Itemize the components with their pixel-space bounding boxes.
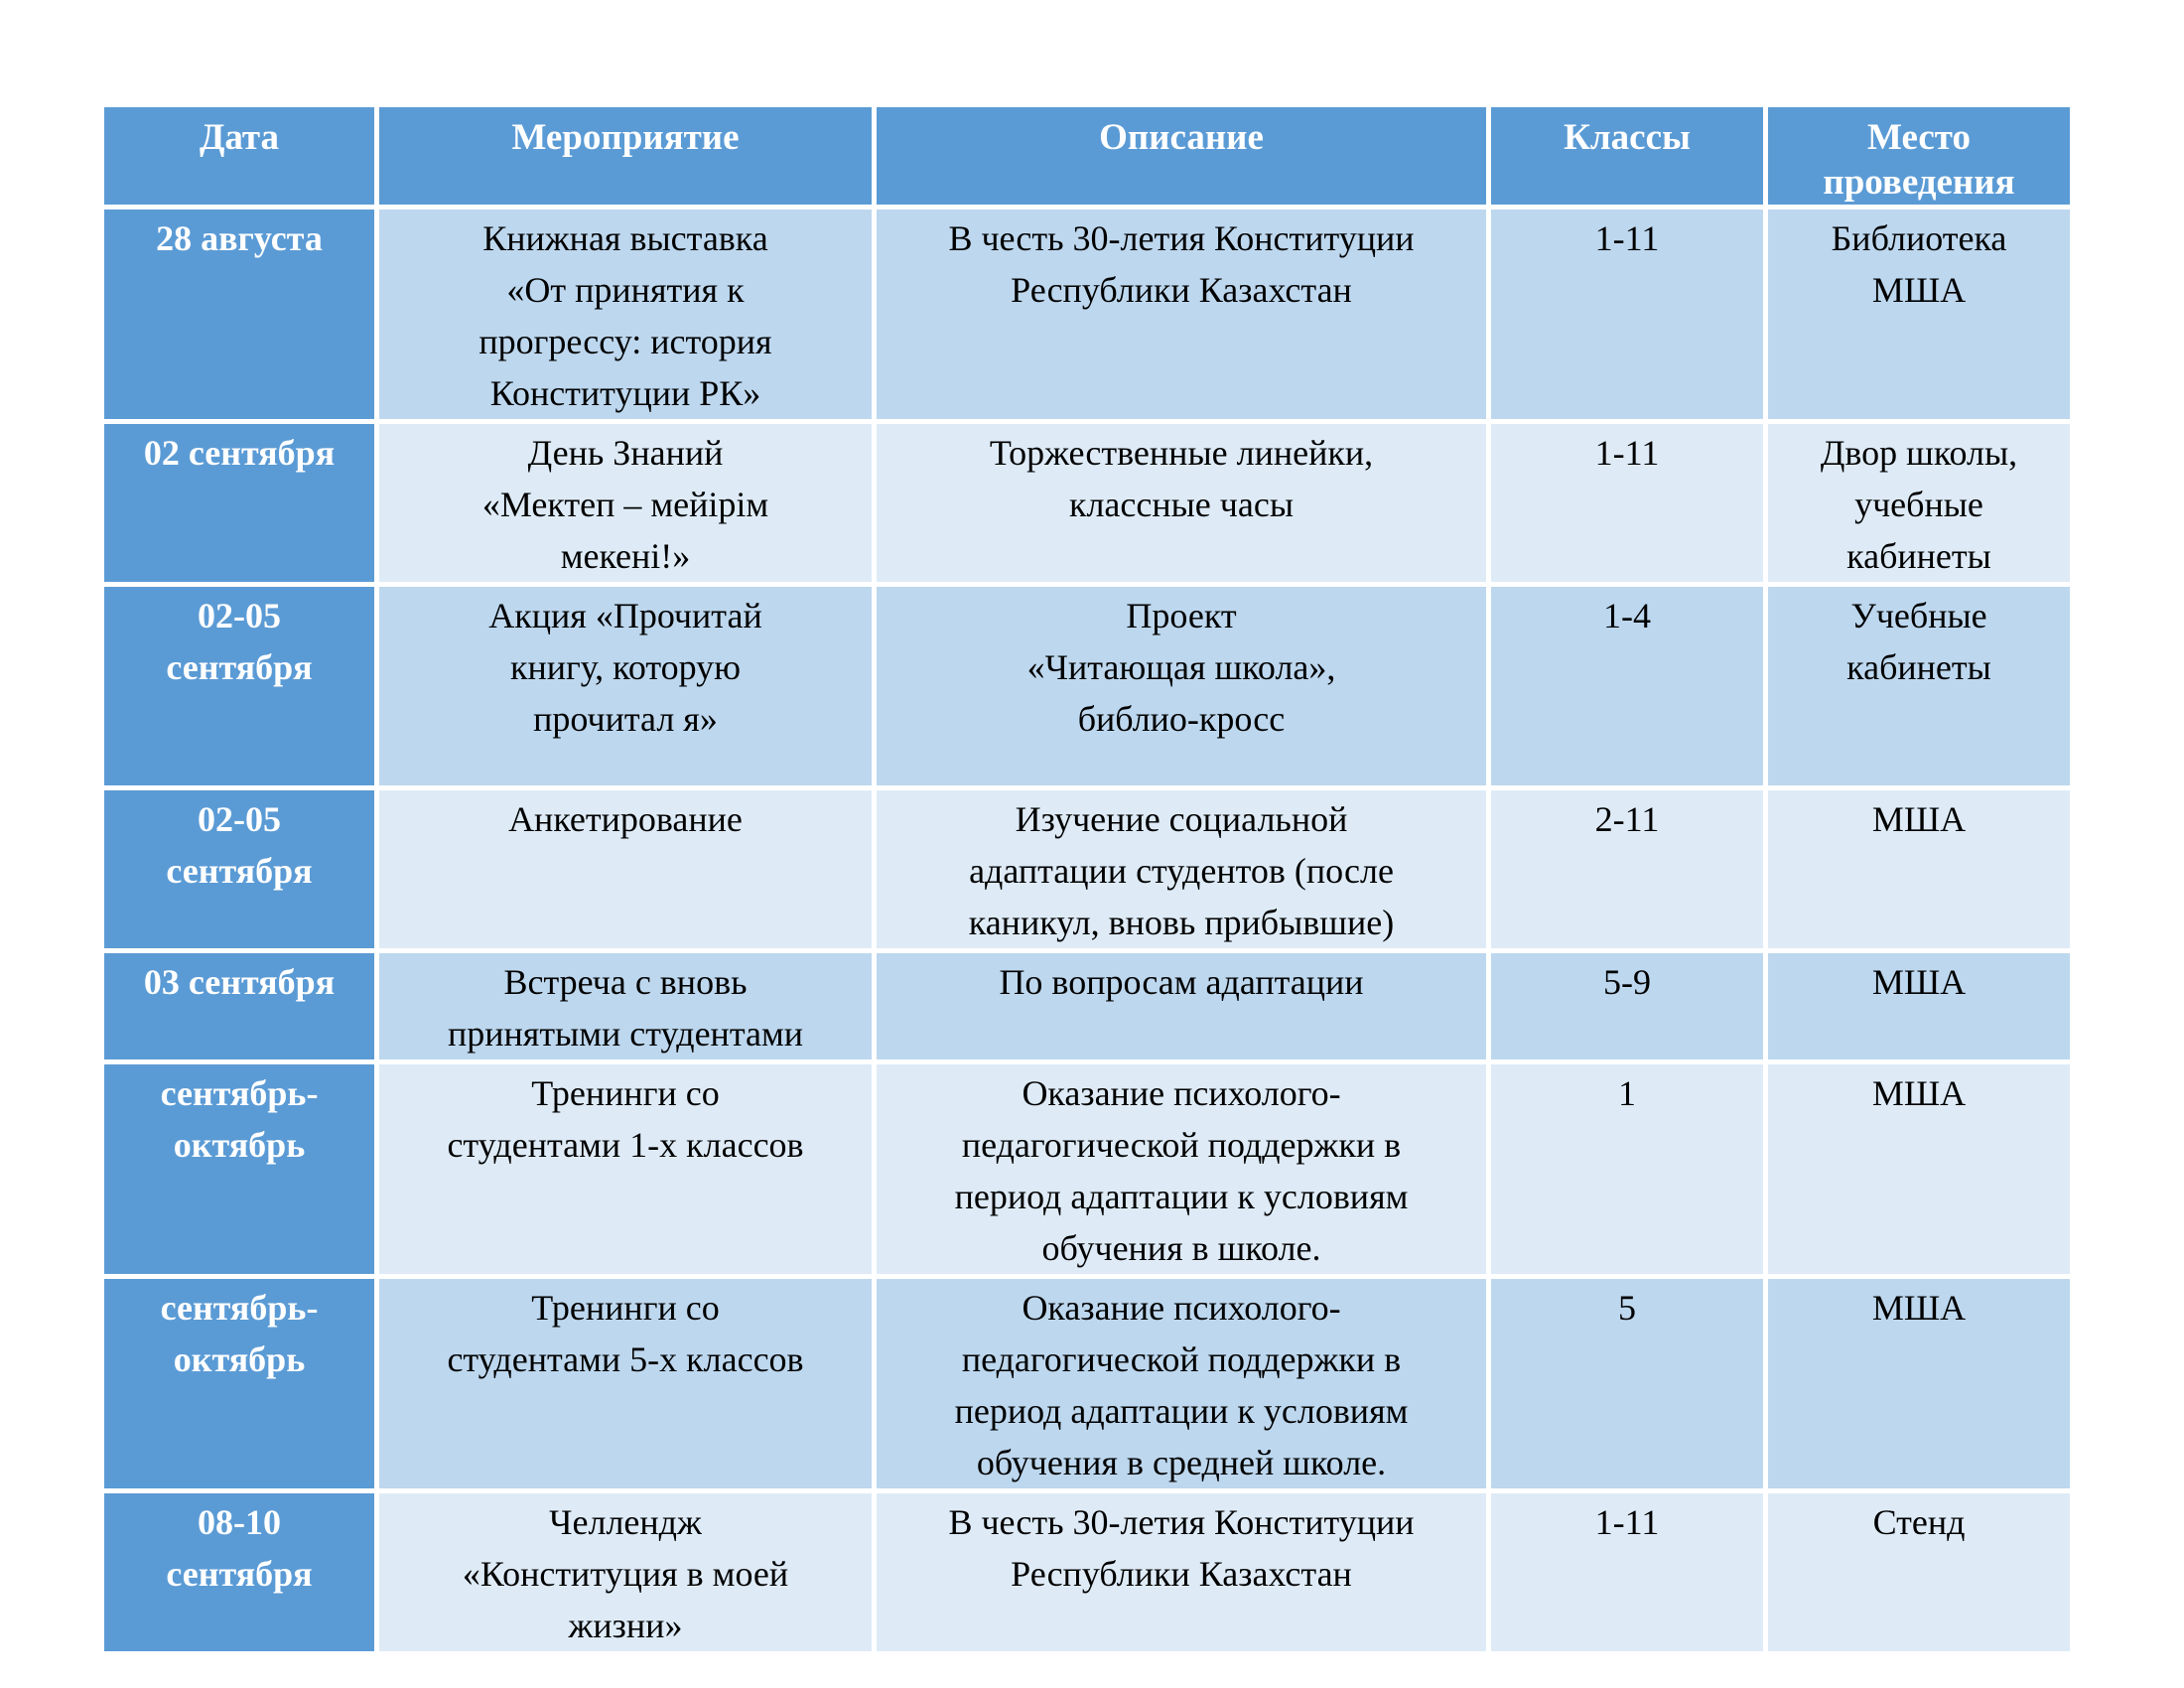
cell-date: 02-05 сентября	[99, 785, 379, 953]
cell-location: МША	[1763, 785, 2075, 953]
table-header-row: Дата Мероприятие Описание Классы Место п…	[99, 102, 2075, 210]
column-header-classes: Классы	[1486, 102, 1768, 210]
cell-description: Проект «Читающая школа», библио-кросс	[872, 582, 1491, 790]
cell-date: 03 сентября	[99, 948, 379, 1064]
table-row: 02-05 сентября Акция «Прочитай книгу, ко…	[99, 582, 2075, 790]
table-row: 02-05 сентября Анкетирование Изучение со…	[99, 785, 2075, 953]
cell-event: Акция «Прочитай книгу, которую прочитал …	[374, 582, 877, 790]
cell-description: По вопросам адаптации	[872, 948, 1491, 1064]
cell-classes: 5	[1486, 1274, 1768, 1493]
cell-description: В честь 30-летия Конституции Республики …	[872, 205, 1491, 424]
column-header-description: Описание	[872, 102, 1491, 210]
cell-date: сентябрь- октябрь	[99, 1274, 379, 1493]
cell-location: Стенд	[1763, 1488, 2075, 1656]
cell-date: 28 августа	[99, 205, 379, 424]
cell-location: Учебные кабинеты	[1763, 582, 2075, 790]
cell-classes: 5-9	[1486, 948, 1768, 1064]
cell-date: 02 сентября	[99, 419, 379, 587]
table-row: сентябрь- октябрь Тренинги со студентами…	[99, 1059, 2075, 1279]
cell-location: Двор школы, учебные кабинеты	[1763, 419, 2075, 587]
cell-location: МША	[1763, 1274, 2075, 1493]
cell-description: Оказание психолого- педагогической подде…	[872, 1274, 1491, 1493]
cell-description: В честь 30-летия Конституции Республики …	[872, 1488, 1491, 1656]
cell-date: 08-10 сентября	[99, 1488, 379, 1656]
schedule-table: Дата Мероприятие Описание Классы Место п…	[99, 102, 2075, 1656]
column-header-location: Место проведения	[1763, 102, 2075, 210]
table-row: 08-10 сентября Челлендж «Конституция в м…	[99, 1488, 2075, 1656]
cell-event: Челлендж «Конституция в моей жизни»	[374, 1488, 877, 1656]
cell-description: Торжественные линейки, классные часы	[872, 419, 1491, 587]
cell-event: Тренинги со студентами 5-х классов	[374, 1274, 877, 1493]
cell-classes: 2-11	[1486, 785, 1768, 953]
table-row: 28 августа Книжная выставка «От принятия…	[99, 205, 2075, 424]
cell-event: День Знаний «Мектеп – мейірім мекені!»	[374, 419, 877, 587]
cell-event: Встреча с вновь принятыми студентами	[374, 948, 877, 1064]
cell-event: Анкетирование	[374, 785, 877, 953]
cell-description: Изучение социальной адаптации студентов …	[872, 785, 1491, 953]
cell-classes: 1-11	[1486, 1488, 1768, 1656]
cell-event: Тренинги со студентами 1-х классов	[374, 1059, 877, 1279]
cell-classes: 1	[1486, 1059, 1768, 1279]
cell-location: МША	[1763, 948, 2075, 1064]
cell-description: Оказание психолого- педагогической подде…	[872, 1059, 1491, 1279]
cell-classes: 1-11	[1486, 419, 1768, 587]
column-header-event: Мероприятие	[374, 102, 877, 210]
table-row: 02 сентября День Знаний «Мектеп – мейірі…	[99, 419, 2075, 587]
table-row: сентябрь- октябрь Тренинги со студентами…	[99, 1274, 2075, 1493]
table-row: 03 сентября Встреча с вновь принятыми ст…	[99, 948, 2075, 1064]
cell-event: Книжная выставка «От принятия к прогресс…	[374, 205, 877, 424]
cell-classes: 1-4	[1486, 582, 1768, 790]
cell-date: 02-05 сентября	[99, 582, 379, 790]
column-header-date: Дата	[99, 102, 379, 210]
cell-location: Библиотека МША	[1763, 205, 2075, 424]
cell-location: МША	[1763, 1059, 2075, 1279]
cell-classes: 1-11	[1486, 205, 1768, 424]
cell-date: сентябрь- октябрь	[99, 1059, 379, 1279]
